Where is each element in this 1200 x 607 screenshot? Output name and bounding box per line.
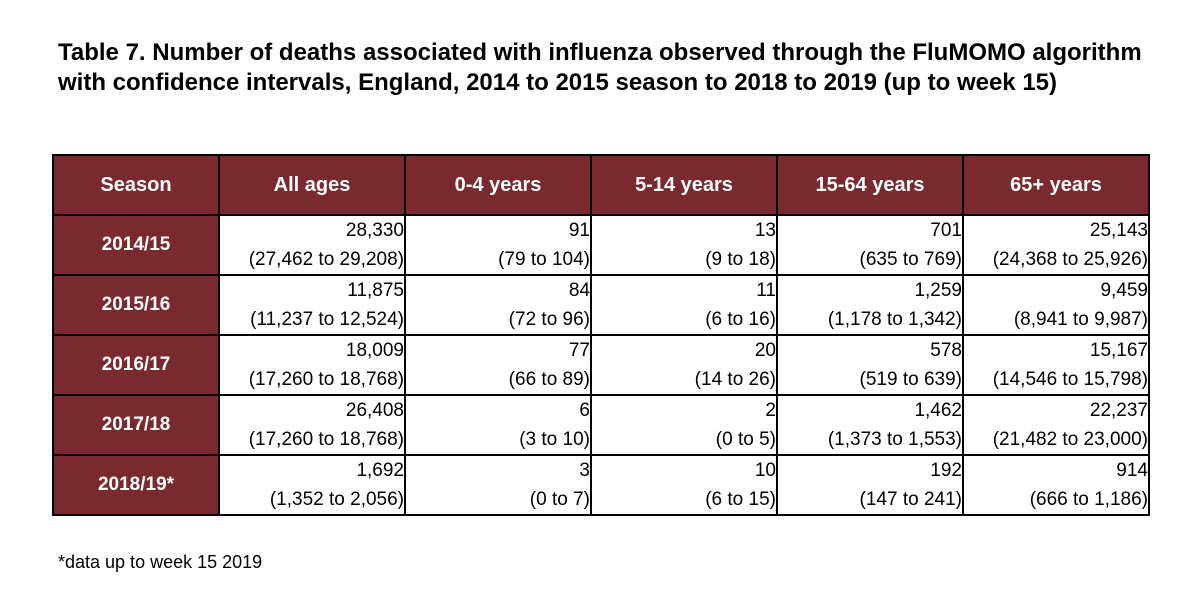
death-count: 3 <box>579 460 590 481</box>
confidence-interval: (6 to 16) <box>705 309 776 330</box>
confidence-interval: (1,352 to 2,056) <box>269 489 404 510</box>
season-cell: 2017/18 <box>52 394 220 456</box>
column-header-0-4-years: 0-4 years <box>404 154 592 216</box>
confidence-interval: (1,178 to 1,342) <box>827 309 962 330</box>
death-count: 2 <box>765 400 776 421</box>
value-cell: 77 (66 to 89) <box>404 334 592 396</box>
death-count: 20 <box>754 340 776 361</box>
confidence-interval: (1,373 to 1,553) <box>827 429 962 450</box>
death-count: 22,237 <box>1089 400 1148 421</box>
value-cell: 18,009 (17,260 to 18,768) <box>218 334 406 396</box>
confidence-interval: (24,368 to 25,926) <box>992 249 1148 270</box>
value-cell: 22,237 (21,482 to 23,000) <box>962 394 1150 456</box>
season-cell: 2014/15 <box>52 214 220 276</box>
value-cell: 26,408 (17,260 to 18,768) <box>218 394 406 456</box>
confidence-interval: (66 to 89) <box>508 369 590 390</box>
confidence-interval: (21,482 to 23,000) <box>992 429 1148 450</box>
value-cell: 11,875 (11,237 to 12,524) <box>218 274 406 336</box>
death-count: 15,167 <box>1089 340 1148 361</box>
table-row: 2015/16 11,875 (11,237 to 12,524) 84 (72 to … <box>52 274 1150 336</box>
confidence-interval: (17,260 to 18,768) <box>248 369 404 390</box>
value-cell: 15,167 (14,546 to 15,798) <box>962 334 1150 396</box>
death-count: 6 <box>579 400 590 421</box>
value-cell: 20 (14 to 26) <box>590 334 778 396</box>
column-header-15-64-years: 15-64 years <box>776 154 964 216</box>
value-cell: 10 (6 to 15) <box>590 454 778 516</box>
confidence-interval: (17,260 to 18,768) <box>248 429 404 450</box>
column-header-season: Season <box>52 154 220 216</box>
header-row: Season All ages 0-4 years 5-14 years 15-… <box>52 154 1150 216</box>
value-cell: 11 (6 to 16) <box>590 274 778 336</box>
death-count: 578 <box>930 340 962 361</box>
death-count: 9,459 <box>1100 280 1148 301</box>
confidence-interval: (147 to 241) <box>859 489 962 510</box>
value-cell: 192 (147 to 241) <box>776 454 964 516</box>
column-header-5-14-years: 5-14 years <box>590 154 778 216</box>
confidence-interval: (519 to 639) <box>859 369 962 390</box>
death-count: 91 <box>568 220 590 241</box>
death-count: 701 <box>930 220 962 241</box>
confidence-interval: (9 to 18) <box>705 249 776 270</box>
season-cell: 2018/19* <box>52 454 220 516</box>
value-cell: 2 (0 to 5) <box>590 394 778 456</box>
footnote: *data up to week 15 2019 <box>58 552 263 572</box>
confidence-interval: (666 to 1,186) <box>1029 489 1148 510</box>
table-row: 2016/17 18,009 (17,260 to 18,768) 77 (66 to … <box>52 334 1150 396</box>
confidence-interval: (0 to 5) <box>715 429 776 450</box>
confidence-interval: (72 to 96) <box>508 309 590 330</box>
value-cell: 1,692 (1,352 to 2,056) <box>218 454 406 516</box>
death-count: 192 <box>930 460 962 481</box>
confidence-interval: (6 to 15) <box>705 489 776 510</box>
confidence-interval: (3 to 10) <box>519 429 590 450</box>
confidence-interval: (0 to 7) <box>529 489 590 510</box>
confidence-interval: (14 to 26) <box>694 369 776 390</box>
table-title: Table 7. Number of deaths associated wit… <box>58 39 1142 96</box>
confidence-interval: (79 to 104) <box>498 249 590 270</box>
death-count: 1,259 <box>914 280 962 301</box>
value-cell: 13 (9 to 18) <box>590 214 778 276</box>
value-cell: 28,330 (27,462 to 29,208) <box>218 214 406 276</box>
value-cell: 914 (666 to 1,186) <box>962 454 1150 516</box>
death-count: 11 <box>756 280 776 301</box>
value-cell: 1,259 (1,178 to 1,342) <box>776 274 964 336</box>
death-count: 77 <box>568 340 590 361</box>
confidence-interval: (635 to 769) <box>859 249 962 270</box>
season-cell: 2015/16 <box>52 274 220 336</box>
death-count: 11,875 <box>347 280 404 301</box>
value-cell: 3 (0 to 7) <box>404 454 592 516</box>
death-count: 25,143 <box>1089 220 1148 241</box>
column-header-all-ages: All ages <box>218 154 406 216</box>
death-count: 84 <box>568 280 590 301</box>
value-cell: 9,459 (8,941 to 9,987) <box>962 274 1150 336</box>
confidence-interval: (8,941 to 9,987) <box>1013 309 1148 330</box>
death-count: 26,408 <box>345 400 404 421</box>
table-row: 2014/15 28,330 (27,462 to 29,208) 91 (79 to … <box>52 214 1150 276</box>
table-row: 2018/19* 1,692 (1,352 to 2,056) 3 (0 to 7) 10… <box>52 454 1150 516</box>
value-cell: 701 (635 to 769) <box>776 214 964 276</box>
value-cell: 84 (72 to 96) <box>404 274 592 336</box>
deaths-table: Season All ages 0-4 years 5-14 years 15-… <box>52 154 1150 516</box>
death-count: 18,009 <box>345 340 404 361</box>
death-count: 10 <box>754 460 776 481</box>
value-cell: 1,462 (1,373 to 1,553) <box>776 394 964 456</box>
confidence-interval: (27,462 to 29,208) <box>248 249 404 270</box>
death-count: 1,692 <box>356 460 404 481</box>
value-cell: 25,143 (24,368 to 25,926) <box>962 214 1150 276</box>
death-count: 1,462 <box>914 400 962 421</box>
death-count: 914 <box>1116 460 1148 481</box>
value-cell: 578 (519 to 639) <box>776 334 964 396</box>
death-count: 13 <box>754 220 776 241</box>
confidence-interval: (11,237 to 12,524) <box>250 309 404 330</box>
table-row: 2017/18 26,408 (17,260 to 18,768) 6 (3 to 10… <box>52 394 1150 456</box>
death-count: 28,330 <box>345 220 404 241</box>
value-cell: 6 (3 to 10) <box>404 394 592 456</box>
column-header-65-plus-years: 65+ years <box>962 154 1150 216</box>
value-cell: 91 (79 to 104) <box>404 214 592 276</box>
season-cell: 2016/17 <box>52 334 220 396</box>
confidence-interval: (14,546 to 15,798) <box>992 369 1148 390</box>
